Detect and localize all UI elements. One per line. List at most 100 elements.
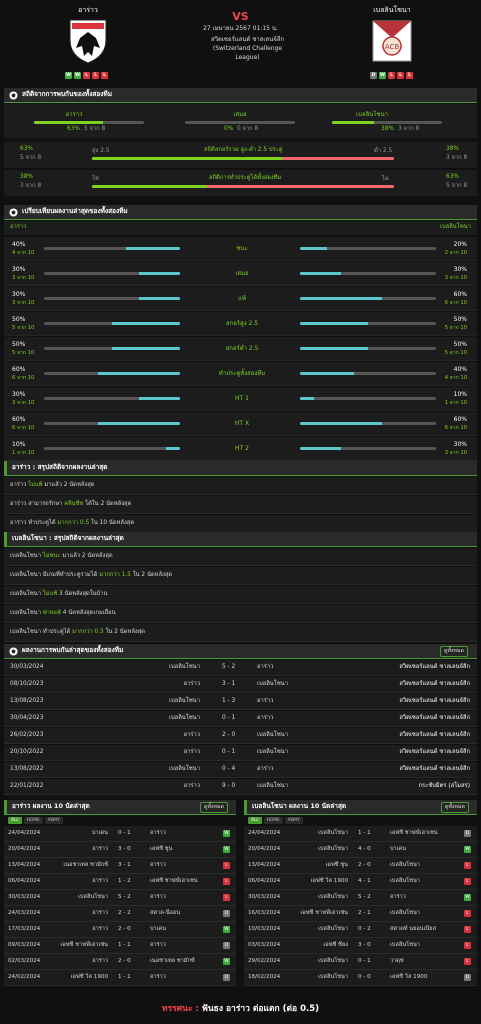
away-last10-tabs: ALL HOME AWAY	[248, 817, 303, 825]
tab-all[interactable]: ALL	[248, 817, 262, 825]
last10-home: อาร่าว	[92, 878, 108, 884]
h2h-draw-label: เสมอ	[233, 111, 247, 118]
h2h-home-pct: 63%	[67, 126, 80, 132]
last10-result-badge: L	[464, 878, 471, 885]
h2h-results-heading: ผลงานการพบกันล่าสุดของทั้งสองทีม	[4, 644, 477, 659]
h2h-home-team: อาร่าว	[183, 732, 200, 738]
last10-row: 13/04/2024 เนอชาเทล ซามักซ์ 3 - 1 อาร่าว L	[4, 858, 236, 874]
bts-left-label: ใช่	[92, 176, 99, 182]
h2h-home-label: อาร่าว	[65, 111, 83, 118]
ou-left-pct: 63%	[20, 146, 33, 152]
compare-right-fill	[300, 447, 341, 450]
home-team-crest-icon	[69, 19, 107, 64]
h2h-league: สวิตเซอร์แลนด์ ชาลเลนจ์ลีก	[399, 664, 470, 670]
soccer-ball-icon	[9, 207, 18, 217]
last10-score: 3 - 0	[118, 846, 131, 852]
last10-row: 09/03/2024 เอฟซี ชาฟฟ์เฮาเซ่น 1 - 1 อาร่าว D	[4, 938, 236, 954]
last10-away: เอฟซี ซูน	[150, 846, 173, 852]
h2h-home-team: เบลลินโซนา	[169, 698, 200, 704]
summary-line: อาร่าว สามารถรักษา คลีนชีท ได้ใน 2 นัดหล…	[4, 496, 477, 514]
compare-left-pct: 60%	[12, 416, 26, 423]
last10-home: เอฟซี ชาฟฟ์เฮาเซ่น	[60, 942, 108, 948]
compare-right-fill	[300, 272, 341, 275]
vs-label: VS	[232, 10, 249, 23]
compare-right-fill	[300, 347, 368, 350]
last10-result-badge: W	[223, 926, 230, 933]
last10-away: เนอชาเทล ซามักซ์	[150, 958, 195, 964]
compare-left-count: 4 จาก 10	[12, 250, 35, 256]
summary-line: เบลลินโซนา ทำประตูได้ มากกว่า 0.5 ใน 2 น…	[4, 624, 477, 642]
compare-row: 30% 3 จาก 10 เสมอ 30% 3 จาก 10	[4, 262, 477, 286]
compare-row: 60% 6 จาก 10 ทำประตูทั้งสองทีม 40% 4 จาก 10	[4, 362, 477, 386]
last10-date: 18/02/2024	[248, 974, 281, 980]
summary-text: เบลลินโซนา	[10, 610, 43, 617]
h2h-date: 20/10/2022	[10, 749, 44, 755]
compare-metric-label: เสมอ	[235, 270, 249, 277]
last10-away: เอฟซี ชาฟฟ์เฮาเซ่น	[390, 830, 438, 836]
summary-text: ใน 2 นัดหลังสุด	[103, 629, 146, 636]
tab-all[interactable]: ALL	[8, 817, 22, 825]
last10-score: 2 - 0	[118, 958, 131, 964]
last10-home: อาร่าว	[92, 846, 108, 852]
compare-left-fill	[139, 397, 180, 400]
last10-away: บาเดน	[150, 926, 167, 932]
compare-right-bar	[300, 247, 436, 250]
last10-result-badge: L	[464, 958, 471, 965]
compare-left-bar	[44, 272, 180, 275]
match-date: 27 เมษายน 2567 01:15 น.	[203, 25, 278, 32]
last10-score: 1 - 1	[358, 830, 371, 836]
compare-left-pct: 30%	[12, 391, 26, 398]
summary-highlight: มากกว่า 0.5	[72, 629, 104, 636]
compare-left-fill	[166, 447, 180, 450]
tab-home[interactable]: HOME	[263, 817, 283, 825]
h2h-home-team: เบลลินโซนา	[169, 664, 200, 670]
last10-result-badge: W	[223, 958, 230, 965]
away-last10-view-all-button[interactable]: ดูทั้งหมด	[441, 802, 469, 813]
tab-home[interactable]: HOME	[23, 817, 43, 825]
compare-right-pct: 50%	[453, 316, 467, 323]
last10-date: 20/04/2024	[248, 846, 281, 852]
tab-away[interactable]: AWAY	[284, 817, 303, 825]
home-last10-view-all-button[interactable]: ดูทั้งหมด	[200, 802, 228, 813]
last10-result-badge: L	[223, 862, 230, 869]
last10-date: 24/04/2024	[8, 830, 41, 836]
last10-result-badge: W	[223, 830, 230, 837]
compare-home-label: อาร่าว	[10, 224, 27, 230]
summary-text: ใน 2 นัดหลังสุด	[130, 572, 173, 579]
last10-date: 24/04/2024	[248, 830, 281, 836]
compare-right-bar	[300, 272, 436, 275]
away-team-crest-icon: ACB	[372, 20, 412, 62]
compare-left-bar	[44, 247, 180, 250]
compare-right-pct: 10%	[453, 391, 467, 398]
tab-away[interactable]: AWAY	[44, 817, 63, 825]
last10-home: เอฟซี ชาฟฟ์เฮาเซ่น	[300, 910, 348, 916]
last10-date: 02/03/2024	[8, 958, 41, 964]
last10-away: อาร่าว	[150, 974, 166, 980]
compare-right-pct: 20%	[453, 241, 467, 248]
last10-result-badge: L	[464, 862, 471, 869]
last10-date: 24/03/2024	[8, 910, 41, 916]
h2h-away-bar	[332, 121, 442, 124]
h2h-away-team: อาร่าว	[257, 715, 274, 721]
summary-highlight: มากกว่า 1.5	[99, 572, 131, 579]
h2h-view-all-button[interactable]: ดูทั้งหมด	[440, 646, 468, 657]
last10-date: 06/04/2024	[248, 878, 281, 884]
summary-text: เบลลินโซนา ทำประตูได้	[10, 629, 73, 636]
last10-away: อาร่าว	[150, 830, 166, 836]
h2h-away-team: อาร่าว	[257, 766, 274, 772]
h2h-away-team: เบลลินโซนา	[257, 783, 288, 789]
compare-row: 30% 3 จาก 10 HT 1 10% 1 จาก 10	[4, 387, 477, 411]
summary-text: ได้ใน 2 นัดหลังสุด	[83, 501, 132, 508]
summary-text: อาร่าว สามารถรักษา	[10, 501, 65, 508]
h2h-date: 30/04/2023	[10, 715, 44, 721]
last10-row: 30/03/2024 เบลลินโซนา 5 - 2 อาร่าว W	[244, 890, 477, 906]
last10-away: วาดุซ	[390, 958, 404, 964]
last10-home: เบลลินโซนา	[318, 830, 348, 836]
compare-row: 40% 4 จาก 10 ชนะ 20% 2 จาก 10	[4, 237, 477, 261]
bts-bar	[92, 185, 394, 188]
last10-row: 02/03/2024 อาร่าว 2 - 0 เนอชาเทล ซามักซ์ W	[4, 954, 236, 970]
last10-score: 4 - 1	[358, 878, 371, 884]
last10-date: 10/03/2024	[248, 926, 281, 932]
last10-score: 2 - 0	[358, 862, 371, 868]
compare-right-fill	[300, 397, 314, 400]
